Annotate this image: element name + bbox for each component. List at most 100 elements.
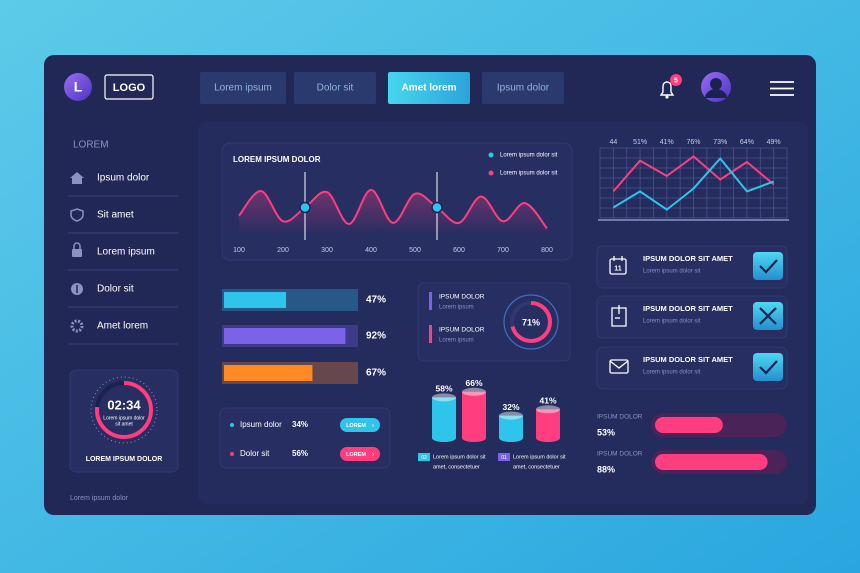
legend-text: Lorem ipsum dolor sit	[433, 454, 486, 460]
tab-label[interactable]: Amet lorem	[401, 83, 456, 94]
cylinder-top	[499, 411, 523, 420]
stats-button[interactable]	[340, 447, 380, 461]
sidebar-heading: LOREM	[73, 140, 109, 151]
donut-arc	[510, 301, 552, 343]
brand-letter: L	[74, 79, 83, 95]
column-label: 44	[609, 139, 617, 146]
task-icon	[609, 360, 629, 369]
marker	[431, 201, 443, 214]
nav-item[interactable]: Ipsum dolor	[97, 173, 150, 184]
column-label: 73%	[713, 139, 727, 146]
x-tick-label: 400	[365, 247, 377, 254]
bar-value-label: 53%	[597, 427, 615, 437]
legend-text: amet, consectetuer	[433, 464, 480, 470]
timer-ring	[95, 381, 153, 439]
status-box[interactable]	[753, 353, 783, 381]
task-icon	[609, 359, 629, 374]
notification-bell[interactable]	[665, 95, 669, 99]
x-tick-label: 300	[321, 247, 333, 254]
task-icon-label: 11	[614, 265, 622, 272]
task-icon	[611, 307, 627, 327]
user-avatar[interactable]	[705, 89, 727, 98]
stats-name: Dolor sit	[240, 449, 270, 458]
user-avatar[interactable]	[710, 78, 722, 90]
timer-ring	[90, 376, 158, 444]
x-tick-label: 100	[233, 247, 245, 254]
nav-item[interactable]: Sit amet	[97, 210, 134, 221]
legend-badge-label: 01	[501, 455, 507, 461]
x-mark[interactable]	[759, 307, 777, 325]
cylinder-body	[536, 409, 560, 438]
task-title: IPSUM DOLOR SIT AMET	[643, 355, 733, 364]
cylinder-label: 66%	[465, 378, 482, 388]
logo-box	[104, 74, 154, 100]
notification-badge	[670, 74, 682, 86]
stats-button-label[interactable]: LOREM	[346, 423, 366, 429]
notification-bell[interactable]	[659, 81, 675, 96]
task-title: IPSUM DOLOR SIT AMET	[643, 304, 733, 313]
x-tick-label: 500	[409, 247, 421, 254]
check-mark[interactable]	[759, 360, 778, 375]
menu-button[interactable]	[770, 81, 794, 96]
button-arrow[interactable]: ›	[372, 422, 375, 429]
nav-icon	[70, 319, 84, 333]
stats-button-label[interactable]: LOREM	[346, 452, 366, 458]
tab[interactable]	[482, 72, 564, 104]
task-icon	[609, 258, 627, 275]
chart-title: LOREM IPSUM DOLOR	[233, 155, 321, 164]
tab[interactable]	[388, 72, 470, 104]
timer-time: 02:34	[107, 397, 141, 412]
nav-item[interactable]: Lorem ipsum	[97, 247, 155, 258]
stats-value: 56%	[292, 449, 308, 458]
nav-icon	[73, 242, 81, 249]
bar	[655, 454, 768, 470]
donut-outer-ring	[503, 294, 559, 350]
bar-value-label: 47%	[366, 295, 386, 306]
legend-text: Lorem ipsum dolor sit	[513, 454, 566, 460]
bar-value-label: 67%	[366, 368, 386, 379]
stats-dot	[230, 423, 234, 427]
column-label: 41%	[660, 139, 674, 146]
line	[612, 155, 775, 193]
donut-label: 71%	[522, 317, 540, 327]
cylinder-top	[536, 405, 560, 414]
tab-label[interactable]: Ipsum dolor	[497, 83, 550, 94]
item-subtitle: Lorem ipsum	[439, 338, 474, 344]
area	[239, 189, 547, 235]
bar-category: IPSUM DOLOR	[597, 414, 643, 421]
task-title: IPSUM DOLOR SIT AMET	[643, 254, 733, 263]
cylinder-body	[499, 415, 523, 438]
tab-label[interactable]: Lorem ipsum	[214, 83, 272, 94]
item-title: IPSUM DOLOR	[439, 327, 485, 334]
legend-label: Lorem ipsum dolor sit	[500, 171, 558, 177]
check-mark[interactable]	[759, 259, 778, 274]
bar-category: IPSUM DOLOR	[597, 451, 643, 458]
cylinder-body	[432, 397, 456, 438]
legend-badge-label: 02	[421, 455, 427, 461]
legend-badge	[498, 453, 510, 461]
stats-value: 34%	[292, 420, 308, 429]
notification-bell[interactable]	[659, 81, 675, 99]
item-bar	[429, 292, 432, 310]
user-avatar[interactable]	[701, 72, 731, 102]
timer-ring	[90, 376, 158, 444]
nav-icon	[72, 249, 82, 257]
stats-button[interactable]	[340, 418, 380, 432]
tabs: Lorem ipsum Dolor sit Amet lorem Ipsum dolo…	[200, 72, 564, 104]
task-card	[596, 245, 788, 390]
nav-item[interactable]: Dolor sit	[97, 284, 134, 295]
bar	[655, 417, 723, 433]
tab[interactable]	[294, 72, 376, 104]
cylinder-body	[462, 391, 486, 438]
button-arrow[interactable]: ›	[372, 451, 375, 458]
status-box[interactable]	[753, 252, 783, 280]
notification-count: 5	[674, 77, 678, 84]
tab[interactable]	[200, 72, 286, 104]
nav-item[interactable]: Amet lorem	[97, 321, 148, 332]
stats-name: Ipsum dolor	[240, 420, 282, 429]
tab-label[interactable]: Dolor sit	[317, 83, 354, 94]
timer-card	[69, 369, 179, 473]
cylinder-top	[462, 387, 486, 396]
bar	[224, 365, 313, 381]
bar	[224, 292, 287, 308]
